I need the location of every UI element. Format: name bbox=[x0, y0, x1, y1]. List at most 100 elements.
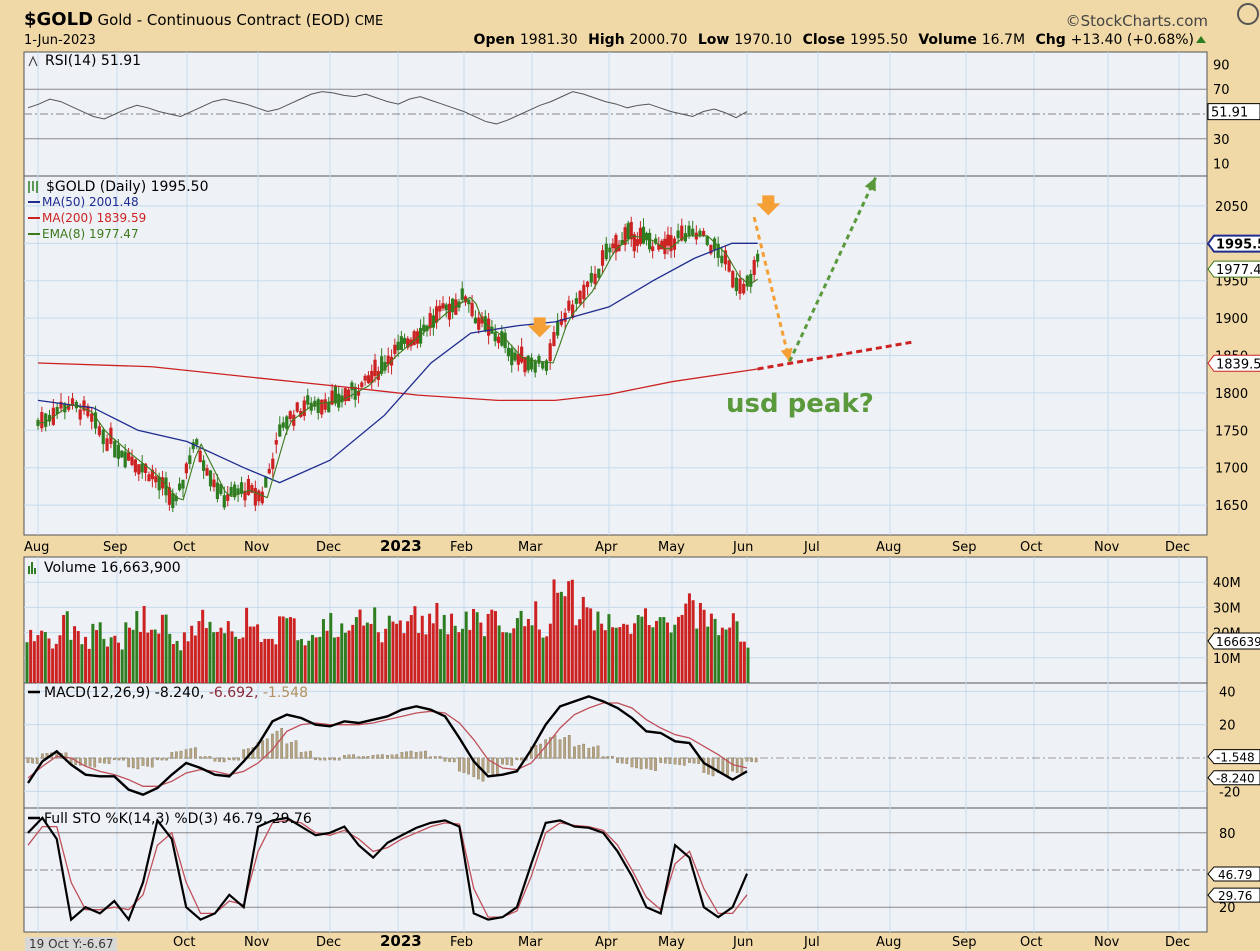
volume-bar bbox=[486, 613, 490, 683]
brand[interactable]: ©StockCharts.com bbox=[1065, 12, 1208, 30]
candle-body bbox=[55, 406, 59, 415]
volume-bar bbox=[303, 645, 307, 683]
volume-bar bbox=[373, 607, 377, 683]
volume-bar bbox=[212, 632, 216, 683]
candle-body bbox=[691, 228, 695, 236]
macd-histogram-bar bbox=[84, 757, 87, 766]
volume-bar bbox=[731, 613, 735, 683]
volume-bar bbox=[69, 639, 73, 683]
ohlc-value: 1970.10 bbox=[734, 32, 797, 48]
candle-body bbox=[402, 337, 407, 344]
candle-body bbox=[160, 477, 165, 489]
macd-signal-line bbox=[27, 702, 748, 787]
volume-bar bbox=[98, 622, 102, 683]
candle-body bbox=[654, 238, 658, 244]
candle-body bbox=[520, 346, 524, 363]
candle-body bbox=[431, 315, 435, 328]
candle-body bbox=[67, 404, 71, 410]
candle-body bbox=[709, 244, 713, 254]
macd-histogram-bar bbox=[347, 754, 351, 759]
x-axis-label-bottom: Nov bbox=[244, 935, 270, 950]
volume-bar bbox=[149, 629, 153, 683]
price-tick: 1900 bbox=[1215, 312, 1248, 327]
volume-tick: 10M bbox=[1213, 652, 1241, 667]
macd-histogram-bar bbox=[357, 756, 361, 759]
macd-histogram-bar bbox=[754, 757, 758, 763]
volume-bar bbox=[702, 609, 706, 683]
macd-histogram-bar bbox=[146, 757, 149, 767]
macd-histogram-bar bbox=[318, 757, 322, 761]
volume-bar bbox=[127, 627, 131, 683]
volume-bar bbox=[270, 638, 274, 683]
candle-body bbox=[239, 482, 244, 494]
candle-body bbox=[533, 361, 537, 373]
candle-body bbox=[629, 221, 633, 240]
ohlc-label: Chg bbox=[1035, 32, 1071, 48]
candle-body bbox=[571, 304, 575, 318]
x-axis-label: 2023 bbox=[380, 537, 422, 555]
candle-body bbox=[578, 290, 582, 304]
candle-body bbox=[101, 429, 105, 445]
candle-body bbox=[444, 304, 448, 311]
candle-body bbox=[447, 303, 452, 320]
volume-bar bbox=[570, 579, 574, 683]
volume-bar bbox=[256, 624, 260, 683]
volume-bar bbox=[508, 633, 512, 683]
volume-bar bbox=[223, 633, 227, 683]
x-axis-label: Jun bbox=[732, 540, 753, 555]
projection-line-green bbox=[788, 176, 877, 363]
macd-histogram-bar bbox=[26, 757, 30, 763]
candle-body bbox=[120, 450, 124, 458]
candle-body bbox=[487, 318, 491, 336]
candle-body bbox=[393, 344, 397, 354]
x-axis-label-bottom: 2023 bbox=[380, 932, 422, 950]
volume-bar bbox=[51, 648, 55, 683]
volume-bar bbox=[164, 614, 168, 683]
volume-bar bbox=[47, 638, 51, 683]
macd-histogram-bar bbox=[659, 757, 663, 763]
macd-histogram-bar bbox=[592, 746, 595, 759]
volume-bar bbox=[241, 637, 245, 683]
volume-bar bbox=[614, 627, 618, 683]
volume-bar bbox=[439, 629, 443, 683]
macd-histogram-bar bbox=[649, 757, 653, 770]
macd-histogram-bar bbox=[361, 756, 365, 759]
candle-body bbox=[281, 422, 285, 428]
x-axis-label-bottom: Jul bbox=[803, 935, 820, 950]
macd-value-label: -1.548 bbox=[1216, 751, 1255, 765]
candle-body bbox=[288, 411, 292, 419]
macd-histogram-bar bbox=[323, 757, 327, 761]
x-axis-label: Oct bbox=[173, 540, 195, 555]
volume-bar bbox=[146, 632, 150, 683]
candle-body bbox=[150, 469, 154, 480]
x-axis-label: Jul bbox=[803, 540, 820, 555]
candle-body bbox=[208, 470, 213, 487]
macd-histogram-bar bbox=[644, 757, 648, 769]
macd-histogram-bar bbox=[433, 756, 437, 759]
volume-bar bbox=[380, 642, 384, 683]
volume-bar bbox=[252, 626, 256, 683]
candle-body bbox=[195, 439, 199, 445]
x-axis-label: Sep bbox=[103, 540, 128, 555]
macd-histogram-bar bbox=[721, 757, 725, 775]
volume-bar bbox=[457, 632, 461, 683]
macd-histogram-bar bbox=[424, 750, 427, 759]
stoch-tick: 80 bbox=[1219, 827, 1236, 842]
macd-histogram-bar bbox=[582, 743, 585, 759]
x-axis-label: Nov bbox=[244, 540, 270, 555]
macd-histogram-bar bbox=[189, 748, 193, 759]
candle-body bbox=[644, 232, 649, 241]
volume-bar bbox=[175, 640, 179, 683]
candle-body bbox=[406, 338, 410, 348]
volume-bar bbox=[724, 629, 728, 683]
volume-bar bbox=[417, 632, 421, 683]
ohlc-value: 1995.50 bbox=[850, 32, 913, 48]
candle-body bbox=[617, 244, 621, 252]
annotation-text: usd peak? bbox=[726, 389, 874, 419]
macd-histogram-bar bbox=[601, 756, 605, 759]
x-axis-label: Aug bbox=[876, 540, 901, 555]
macd-histogram-bar bbox=[165, 757, 168, 761]
candle-body bbox=[59, 401, 63, 409]
candle-body bbox=[212, 479, 216, 488]
